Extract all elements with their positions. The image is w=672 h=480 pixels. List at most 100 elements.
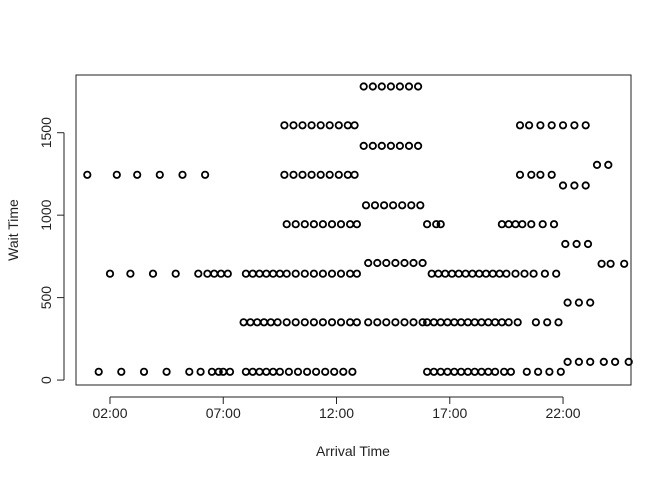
data-point [155,170,164,179]
x-tick-label: 22:00 [546,405,581,421]
data-point [361,201,371,210]
data-point [352,318,361,327]
data-point [400,258,409,268]
data-point [391,318,400,327]
data-point [518,220,527,229]
data-point [429,367,438,376]
data-point [434,269,443,278]
data-point [586,298,595,307]
data-point [429,318,438,327]
data-point [117,367,126,376]
data-point [364,318,373,327]
data-point [404,82,414,91]
data-point [570,181,579,190]
data-point [547,170,556,179]
data-point [506,367,515,376]
data-point [345,318,355,327]
data-point [377,82,386,91]
y-tick-label: 1000 [38,199,54,230]
data-point [395,82,404,91]
data-point [282,220,291,229]
data-point [126,269,135,278]
data-point [502,269,511,278]
data-point [404,141,414,150]
data-point [515,121,525,130]
data-point [549,220,559,229]
data-point [373,318,382,327]
data-point [574,298,584,307]
data-point [330,367,339,376]
data-point [223,269,232,278]
data-point [524,121,534,130]
data-point [468,269,477,278]
data-point [490,318,500,327]
data-point [624,357,633,366]
data-point [563,298,572,307]
data-point [477,367,486,376]
data-point [409,258,418,268]
data-point [268,367,278,376]
data-point [495,269,504,278]
y-tick-label: 1500 [38,117,54,148]
data-point [262,367,271,376]
data-point [456,367,466,376]
data-point [325,170,334,179]
x-tick-label: 12:00 [319,405,354,421]
data-point [350,170,359,179]
data-point [570,121,579,130]
data-point [359,82,368,91]
data-point [461,269,470,278]
data-point [436,367,445,376]
data-point [318,318,327,327]
data-point [422,220,432,229]
data-point [273,318,282,327]
data-point [418,318,427,327]
data-point [536,121,545,130]
data-point [246,318,255,327]
data-point [470,367,479,376]
data-point [481,269,491,278]
data-point [94,367,103,376]
x-tick-label: 17:00 [432,405,467,421]
data-point [545,367,554,376]
data-point [610,357,620,366]
data-point [407,201,416,210]
x-axis: 02:00 07:00 12:00 17:00 22:00 [92,396,581,421]
data-point [241,269,250,278]
data-point [540,269,550,278]
y-tick-label: 0 [38,376,54,384]
data-point [300,318,309,327]
data-point [379,201,389,210]
data-point [293,367,303,376]
data-point [413,82,423,91]
data-point [416,201,425,210]
data-point [253,318,262,327]
data-point [515,170,525,179]
data-point [282,318,291,327]
data-point [282,269,291,278]
data-point [239,318,248,327]
data-point [436,318,445,327]
data-point [343,121,352,130]
data-point [522,367,531,376]
data-point [311,367,321,376]
data-point [334,170,343,179]
data-point [352,220,361,229]
data-point [597,259,606,268]
data-point [262,269,271,278]
data-point [298,170,307,179]
data-point [289,170,298,179]
data-point [214,367,223,376]
data-point [552,269,561,278]
data-point [327,318,337,327]
data-point [443,367,452,376]
data-point [210,269,219,278]
data-point [422,367,432,376]
data-point [336,318,346,327]
data-point [255,269,264,278]
data-point [291,220,300,229]
data-point [105,269,115,278]
data-point [185,367,194,376]
data-point [201,170,210,179]
data-point [558,181,568,190]
